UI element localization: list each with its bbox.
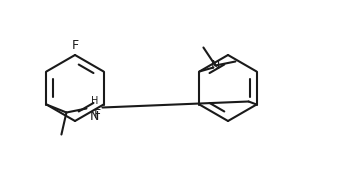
Text: F: F bbox=[71, 39, 79, 52]
Text: N: N bbox=[90, 109, 99, 122]
Text: H: H bbox=[91, 95, 98, 106]
Text: F: F bbox=[94, 108, 101, 121]
Text: N: N bbox=[211, 59, 220, 72]
